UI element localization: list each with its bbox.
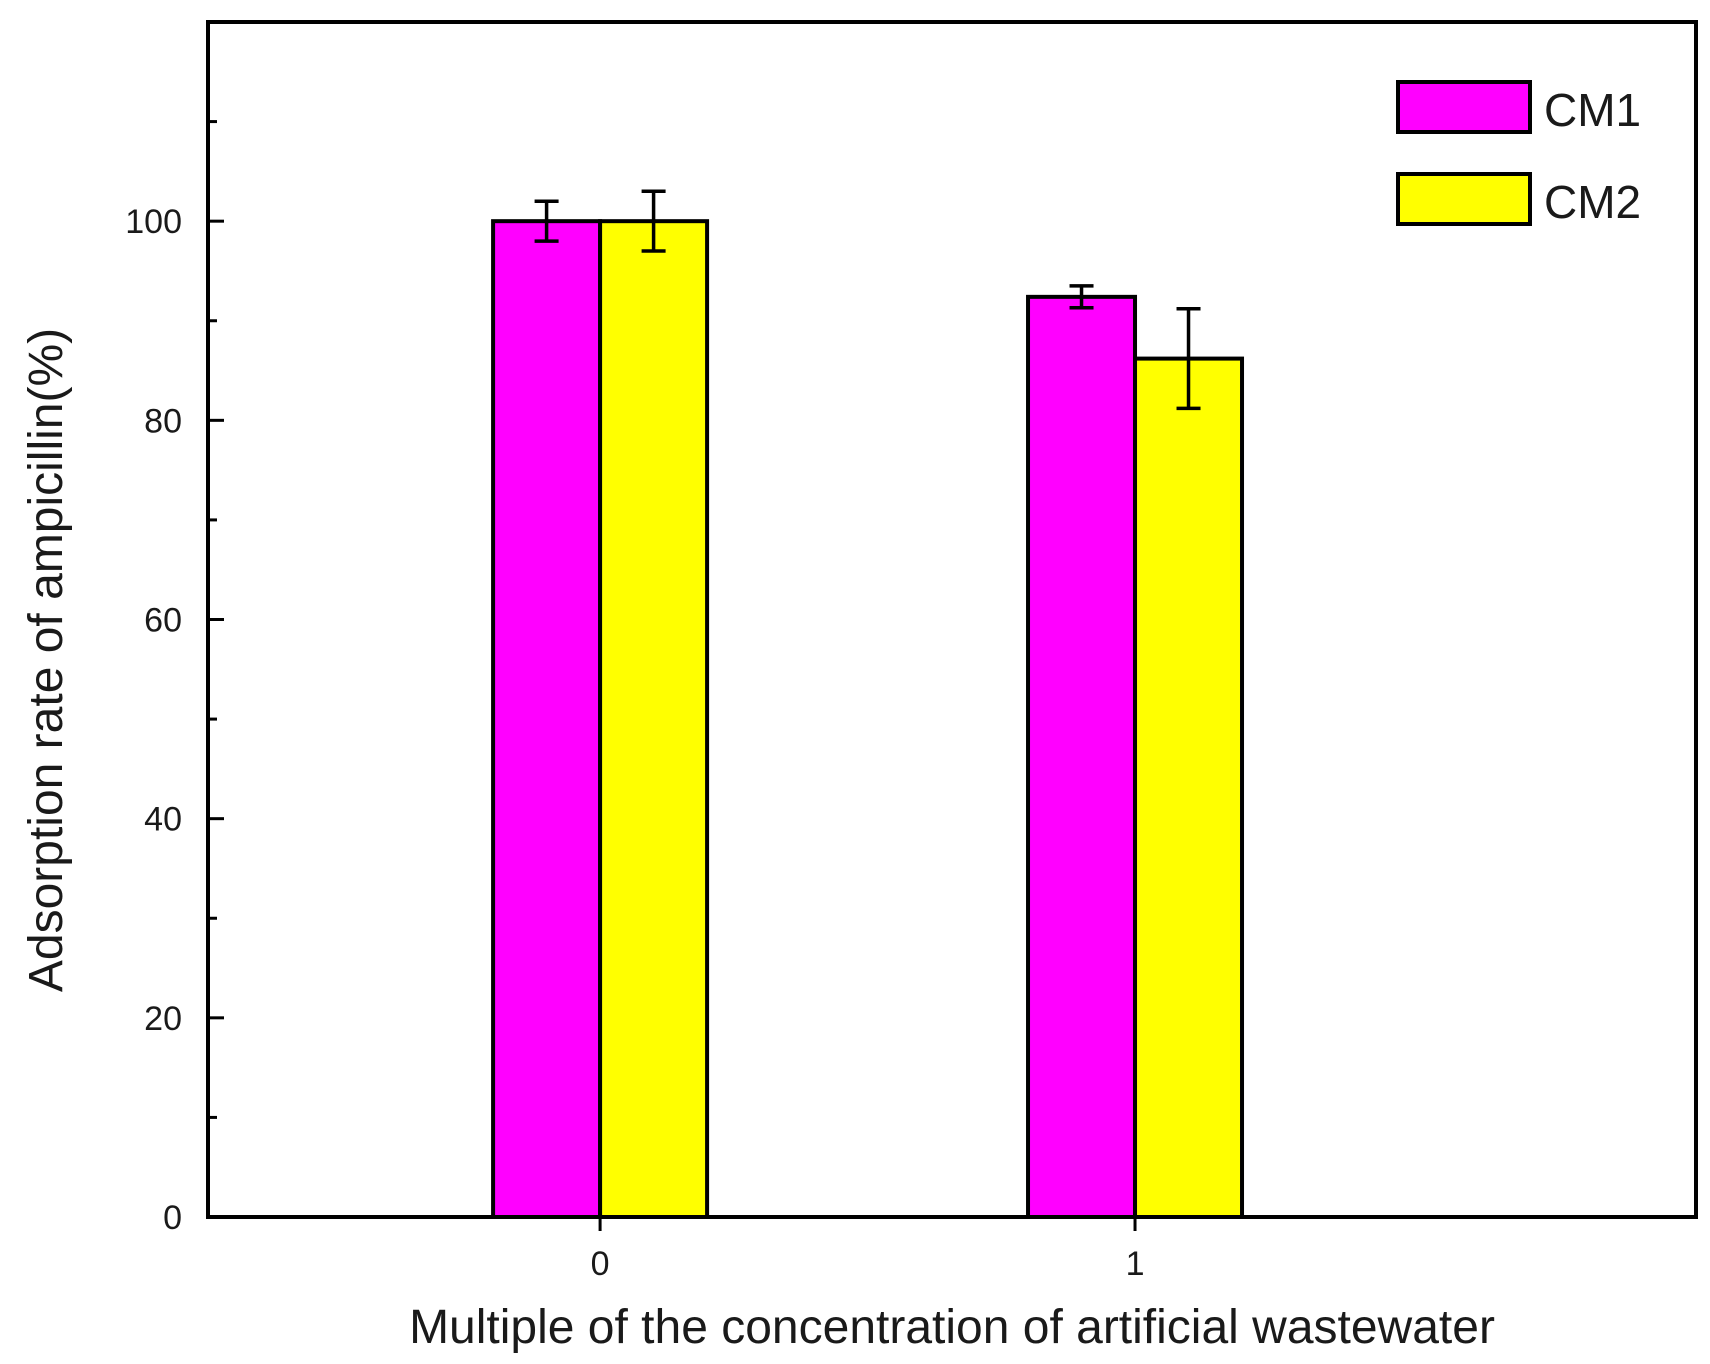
- bar-cm1-1: [1026, 294, 1138, 1220]
- bars-group: [491, 219, 1245, 1220]
- bar-cm2-1: [1133, 356, 1245, 1219]
- legend: CM1 CM2: [1396, 80, 1641, 228]
- legend-label-cm2: CM2: [1544, 176, 1641, 228]
- y-tick-label: 20: [144, 1000, 182, 1038]
- bar-cm2-0: [598, 219, 710, 1219]
- y-tick-label: 60: [144, 602, 182, 640]
- y-tick-label: 40: [144, 801, 182, 839]
- legend-swatch-cm2: [1396, 172, 1532, 226]
- y-tick-label: 100: [125, 203, 182, 241]
- legend-label-cm1: CM1: [1544, 84, 1641, 136]
- x-axis-label: Multiple of the concentration of artific…: [409, 1301, 1495, 1354]
- legend-swatch-cm1: [1396, 80, 1532, 134]
- y-axis-label: Adsorption rate of ampicillin(%): [20, 328, 73, 992]
- bar-cm1-0: [491, 219, 603, 1219]
- y-tick-label: 0: [163, 1199, 182, 1237]
- error-bars-group: [534, 189, 1201, 411]
- x-tick-label: 1: [1126, 1245, 1145, 1283]
- y-tick-label: 80: [144, 402, 182, 440]
- y-axis: 0 20 40 60 80 100: [125, 120, 224, 1237]
- x-tick-label: 0: [591, 1245, 610, 1283]
